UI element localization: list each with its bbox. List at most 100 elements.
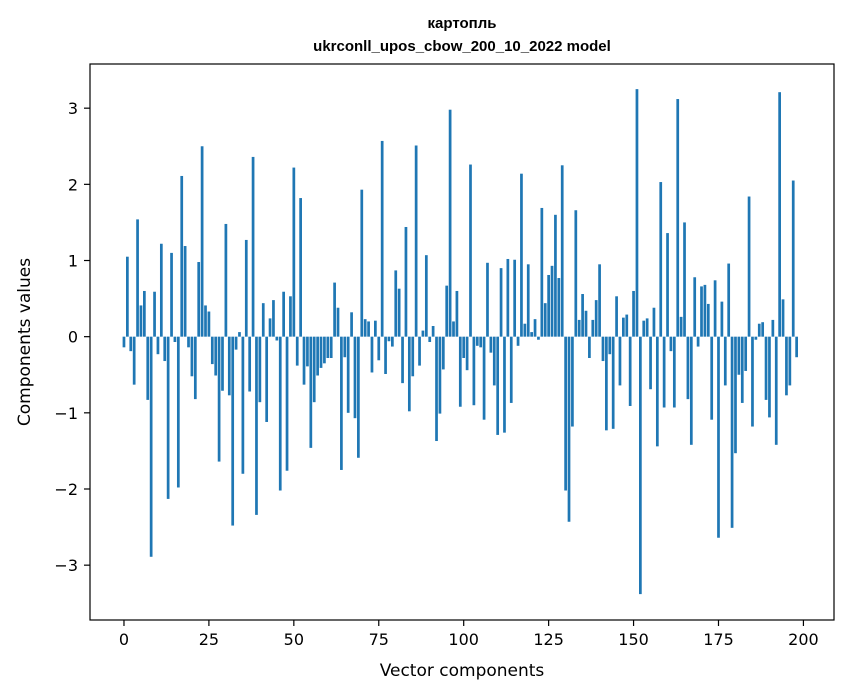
- y-tick-label: −1: [54, 404, 78, 423]
- bar-105: [479, 336, 483, 348]
- bar-175: [717, 336, 720, 538]
- bar-40: [258, 336, 262, 403]
- bar-101: [465, 336, 469, 371]
- bar-6: [143, 290, 146, 337]
- bar-97: [452, 321, 455, 337]
- bar-174: [713, 280, 717, 337]
- bar-14: [170, 252, 173, 337]
- bar-138: [591, 319, 595, 337]
- bar-60: [326, 336, 330, 358]
- chart-title-line1: картопль: [428, 15, 497, 32]
- bar-4: [136, 219, 139, 337]
- bar-100: [462, 336, 466, 358]
- plot-frame: [89, 63, 835, 621]
- bar-74: [374, 320, 377, 337]
- bar-72: [367, 321, 370, 337]
- bar-44: [272, 300, 275, 337]
- bar-27: [214, 336, 218, 376]
- bar-149: [628, 336, 632, 406]
- bar-series: [122, 89, 798, 595]
- bar-69: [357, 336, 360, 458]
- bar-188: [761, 322, 765, 337]
- bar-117: [520, 173, 523, 337]
- bar-180: [734, 336, 737, 454]
- bar-12: [163, 336, 167, 362]
- bar-15: [173, 336, 177, 342]
- bar-176: [720, 301, 724, 337]
- bar-102: [469, 164, 472, 337]
- bar-187: [757, 323, 761, 337]
- bar-153: [642, 320, 646, 337]
- bar-49: [289, 296, 292, 337]
- bar-169: [696, 336, 700, 347]
- bar-144: [611, 336, 615, 429]
- bar-3: [132, 336, 136, 385]
- bar-56: [312, 336, 316, 403]
- bar-21: [193, 336, 197, 400]
- bar-33: [234, 336, 238, 350]
- bar-194: [781, 299, 785, 337]
- chart-title-line2: ukrconll_upos_cbow_200_10_2022 model: [313, 38, 611, 55]
- bar-103: [472, 336, 476, 406]
- bar-167: [689, 336, 693, 445]
- bar-59: [323, 336, 326, 364]
- bar-130: [564, 336, 567, 491]
- bar-139: [594, 300, 598, 337]
- bar-18: [183, 246, 187, 337]
- bar-183: [744, 336, 748, 371]
- bar-57: [316, 336, 319, 376]
- bar-1: [126, 256, 129, 337]
- x-tick-label: 0: [119, 630, 129, 649]
- bar-125: [547, 274, 550, 337]
- bar-179: [730, 336, 734, 528]
- bar-0: [122, 336, 126, 348]
- bar-121: [533, 319, 537, 337]
- bar-42: [265, 336, 269, 422]
- bar-95: [445, 285, 449, 337]
- bar-78: [387, 336, 391, 342]
- bar-189: [764, 336, 768, 400]
- bar-92: [435, 336, 438, 442]
- bar-168: [693, 277, 697, 337]
- bar-41: [261, 303, 265, 337]
- bar-198: [795, 336, 798, 358]
- bar-35: [241, 336, 245, 474]
- bar-137: [588, 336, 591, 358]
- bar-61: [329, 336, 333, 358]
- bar-30: [224, 223, 228, 337]
- bar-196: [788, 336, 792, 386]
- bar-90: [428, 336, 432, 342]
- bar-173: [710, 336, 714, 420]
- bar-98: [455, 290, 459, 337]
- x-tick-label: 25: [199, 630, 219, 649]
- bar-124: [543, 303, 547, 337]
- bar-65: [343, 336, 347, 358]
- bar-50: [292, 167, 296, 337]
- bar-158: [659, 182, 663, 337]
- bar-170: [700, 286, 703, 337]
- bar-43: [268, 318, 272, 337]
- bar-118: [523, 323, 527, 337]
- bar-178: [727, 263, 731, 337]
- bar-192: [774, 336, 778, 445]
- bar-5: [139, 305, 143, 337]
- bar-182: [740, 336, 744, 403]
- bar-62: [333, 282, 336, 337]
- bar-177: [723, 336, 727, 386]
- x-tick-label: 125: [533, 630, 564, 649]
- bar-104: [475, 336, 479, 346]
- bar-141: [601, 336, 605, 362]
- bar-129: [560, 165, 564, 337]
- bar-135: [581, 294, 584, 337]
- bar-55: [309, 336, 313, 448]
- bar-110: [496, 336, 500, 435]
- bar-91: [431, 326, 435, 337]
- bar-66: [346, 336, 350, 413]
- bar-88: [421, 330, 425, 337]
- bar-172: [706, 303, 710, 337]
- y-tick-label: −3: [54, 556, 78, 575]
- bar-53: [302, 336, 306, 385]
- bar-64: [340, 336, 343, 470]
- bar-111: [499, 268, 503, 337]
